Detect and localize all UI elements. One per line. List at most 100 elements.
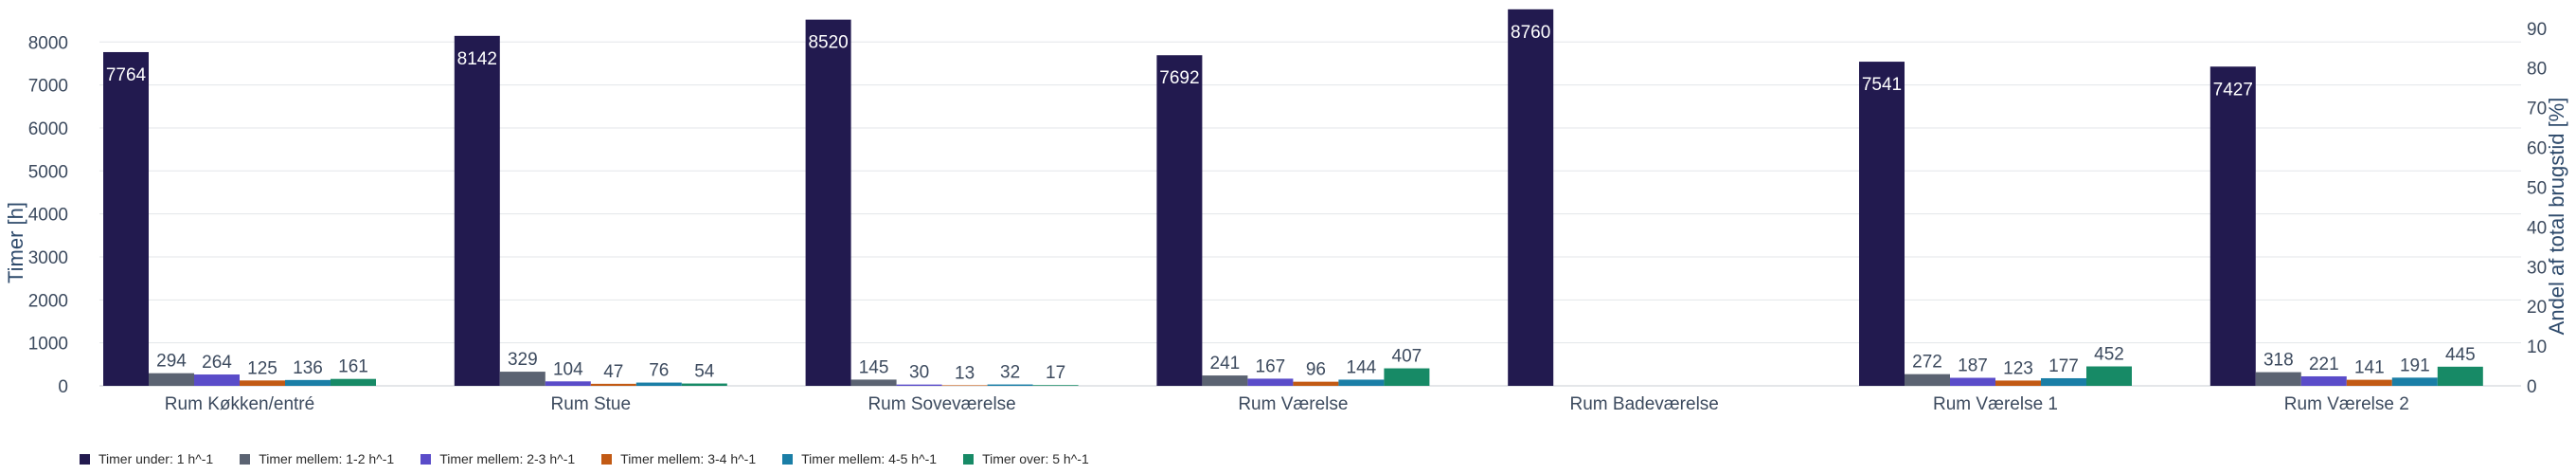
bar — [454, 35, 500, 386]
data-label: 8142 — [457, 49, 497, 69]
bar — [1995, 380, 2041, 386]
data-label: 161 — [338, 357, 368, 377]
data-label: 187 — [1958, 356, 1988, 376]
x-category-label: Rum Soveværelse — [868, 394, 1015, 414]
y2-tick-label: 60 — [2527, 139, 2547, 159]
y2-tick-label: 10 — [2527, 337, 2547, 357]
y2-tick-label: 0 — [2527, 377, 2537, 397]
data-label: 191 — [2400, 356, 2430, 375]
data-label: 8760 — [1511, 23, 1550, 43]
bar — [1950, 377, 1995, 386]
legend-item[interactable]: Timer under: 1 h^-1 — [80, 451, 213, 466]
data-label: 47 — [603, 362, 623, 382]
y2-tick-label: 40 — [2527, 218, 2547, 238]
y-tick-label: 2000 — [28, 291, 68, 311]
y-tick-label: 4000 — [28, 206, 68, 226]
data-label: 144 — [1347, 357, 1377, 377]
bar — [331, 378, 376, 386]
y-tick-label: 1000 — [28, 335, 68, 355]
bar — [941, 385, 988, 386]
bar — [2209, 66, 2256, 387]
data-label: 272 — [1912, 353, 1942, 373]
legend-swatch — [601, 453, 613, 465]
bar — [2255, 372, 2301, 386]
data-label: 141 — [2354, 358, 2385, 378]
data-label: 167 — [1256, 356, 1286, 376]
y2-tick-label: 50 — [2527, 178, 2547, 198]
legend: Timer under: 1 h^-1 Timer mellem: 1-2 h^-… — [80, 447, 1089, 470]
y2-tick-label: 20 — [2527, 298, 2547, 318]
legend-item[interactable]: Timer mellem: 1-2 h^-1 — [240, 451, 394, 466]
legend-item[interactable]: Timer mellem: 2-3 h^-1 — [420, 451, 575, 466]
legend-swatch — [80, 453, 90, 465]
legend-swatch — [963, 453, 975, 465]
data-label: 76 — [649, 361, 669, 381]
data-label: 241 — [1210, 354, 1241, 374]
bar — [1859, 62, 1905, 387]
bar — [681, 383, 727, 386]
data-label: 123 — [2003, 358, 2033, 378]
bars — [103, 9, 2483, 387]
bar — [896, 384, 942, 386]
bar — [103, 51, 149, 387]
data-label: 7764 — [106, 65, 147, 85]
data-label: 8520 — [808, 33, 848, 53]
y-axis-title: Timer [h] — [4, 202, 27, 283]
data-label: 452 — [2094, 345, 2124, 365]
data-label: 329 — [508, 350, 538, 370]
data-label: 13 — [955, 363, 975, 383]
bar — [1247, 378, 1294, 386]
data-label: 145 — [859, 357, 889, 377]
bar — [1338, 379, 1385, 386]
data-label: 7427 — [2213, 80, 2253, 100]
legend-label: Timer mellem: 1-2 h^-1 — [259, 451, 395, 466]
x-axis-categories: Rum Køkken/entré Rum Stue Rum Soveværelse R… — [165, 394, 2409, 414]
bar — [635, 382, 682, 386]
y-axis-ticks: 0 1000 2000 3000 4000 5000 6000 7000 8000 — [28, 33, 68, 397]
legend-item[interactable]: Timer over: 5 h^-1 — [963, 451, 1089, 466]
legend-item[interactable]: Timer mellem: 3-4 h^-1 — [601, 451, 756, 466]
bar — [1032, 385, 1079, 386]
bar — [2300, 375, 2347, 386]
bar — [194, 374, 240, 386]
legend-swatch — [420, 453, 432, 465]
y2-tick-label: 30 — [2527, 258, 2547, 278]
y2-tick-label: 90 — [2527, 20, 2547, 40]
data-label: 136 — [293, 358, 323, 378]
y-tick-label: 7000 — [28, 77, 68, 97]
data-label: 30 — [909, 363, 929, 383]
bar — [499, 372, 546, 386]
y-tick-label: 3000 — [28, 248, 68, 268]
legend-swatch — [782, 453, 794, 465]
bar — [1384, 368, 1430, 386]
legend-item[interactable]: Timer mellem: 4-5 h^-1 — [782, 451, 937, 466]
bar — [2041, 377, 2086, 386]
y2-axis-ticks: 0 10 20 30 40 50 60 70 80 90 — [2527, 20, 2547, 397]
legend-label: Timer under: 1 h^-1 — [98, 451, 214, 466]
gridlines — [99, 41, 2521, 387]
data-label: 7692 — [1159, 68, 1199, 88]
bar — [1156, 55, 1203, 386]
x-category-label: Rum Stue — [551, 394, 631, 414]
y-tick-label: 5000 — [28, 162, 68, 182]
legend-label: Timer mellem: 3-4 h^-1 — [620, 451, 757, 466]
data-label: 221 — [2309, 355, 2339, 374]
x-category-label: Rum Badeværelse — [1570, 394, 1719, 414]
data-label: 54 — [694, 362, 715, 382]
x-category-label: Rum Værelse — [1238, 394, 1348, 414]
y2-axis-title: Andel af total brugstid [%] — [2545, 98, 2568, 336]
bar — [2086, 366, 2132, 386]
data-label: 125 — [247, 358, 277, 378]
data-label: 294 — [156, 352, 187, 372]
legend-label: Timer mellem: 2-3 h^-1 — [439, 451, 576, 466]
y-tick-label: 6000 — [28, 119, 68, 139]
bar — [2391, 377, 2438, 386]
data-label: 177 — [2048, 356, 2079, 376]
y2-tick-label: 80 — [2527, 60, 2547, 80]
bar — [805, 19, 851, 386]
legend-label: Timer mellem: 4-5 h^-1 — [801, 451, 938, 466]
data-label: 264 — [202, 353, 232, 373]
data-label: 104 — [553, 359, 583, 379]
y-tick-label: 8000 — [28, 33, 68, 53]
data-label: 407 — [1392, 347, 1422, 367]
